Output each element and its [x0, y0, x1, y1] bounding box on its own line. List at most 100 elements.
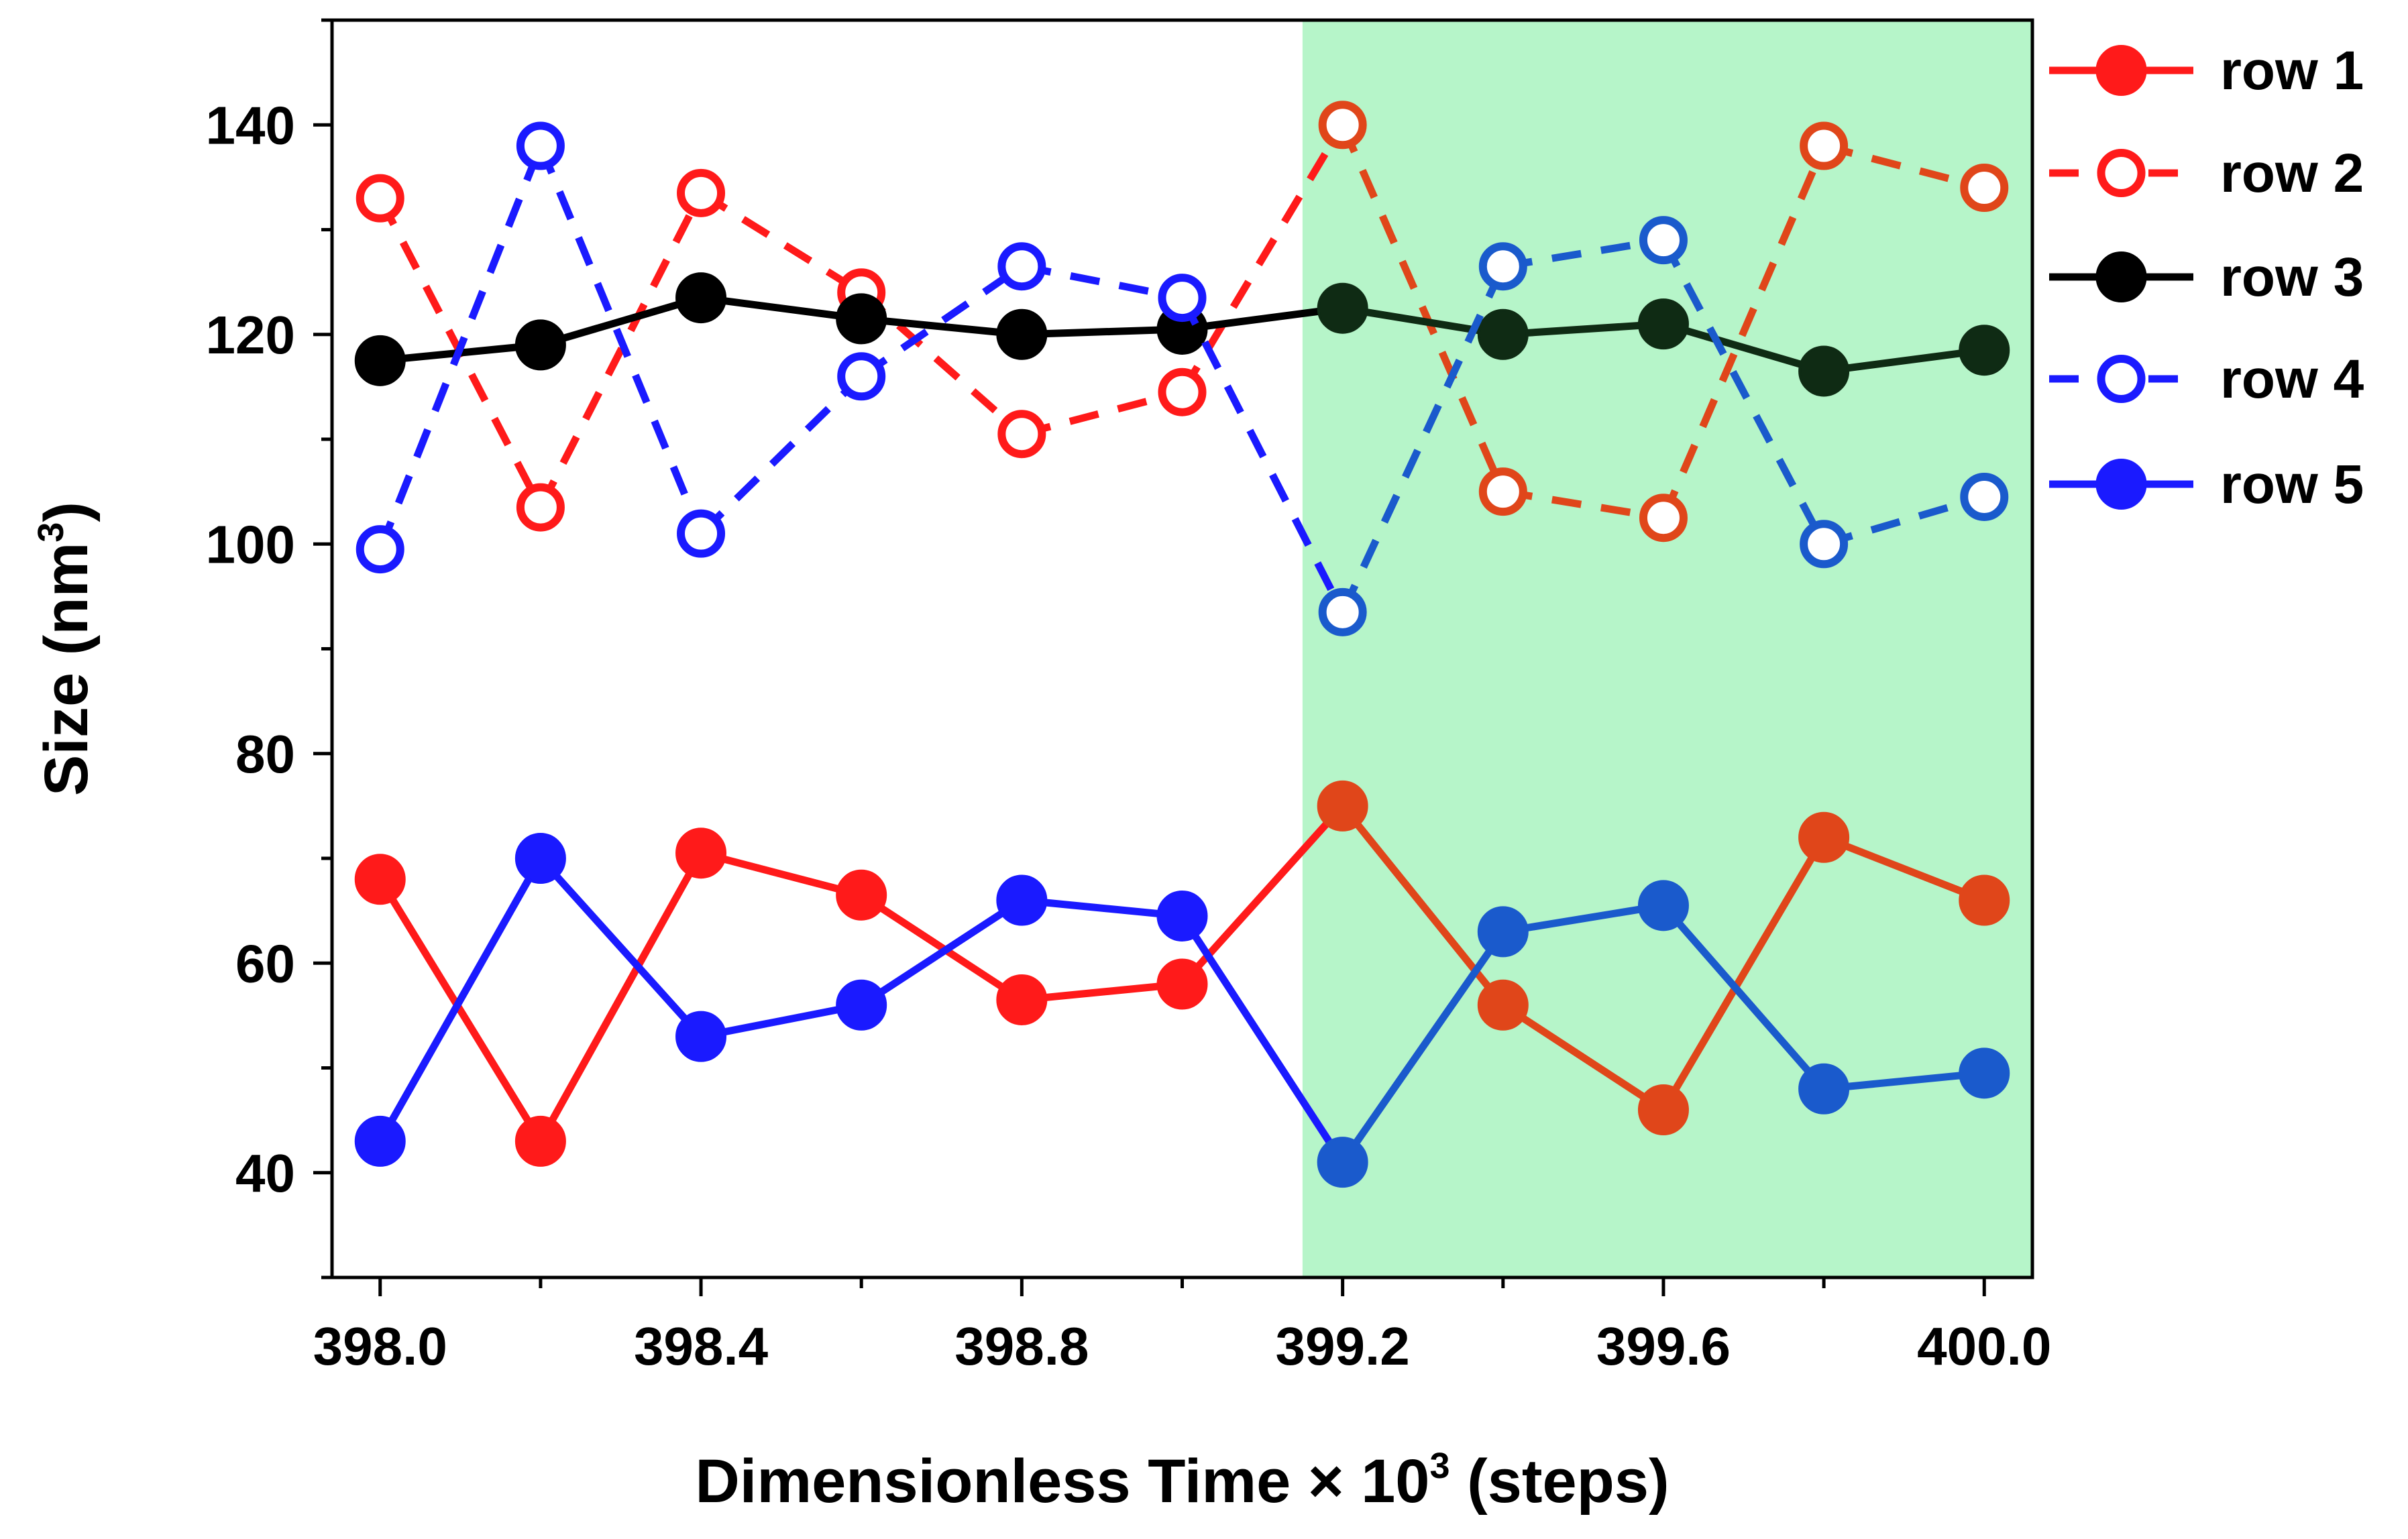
series-segment	[859, 897, 1024, 1009]
series-segment	[1021, 897, 1183, 920]
series-segment	[1659, 144, 1828, 520]
x-axis-title: Dimensionless Time × 103 (steps)	[695, 1446, 1669, 1516]
x-axis-title-main: Dimensionless Time × 10	[695, 1447, 1429, 1516]
series-segment	[1021, 980, 1183, 1004]
legend-label: row 1	[2220, 40, 2364, 101]
legend-label: row 2	[2220, 143, 2364, 204]
x-tick-label: 398.4	[634, 1316, 769, 1376]
series-segment	[1339, 123, 1507, 494]
legend-label: row 4	[2220, 349, 2364, 410]
data-point	[354, 854, 406, 905]
series-segment	[700, 1001, 863, 1041]
data-point	[1637, 298, 1689, 350]
legend-marker	[2095, 459, 2147, 510]
data-point	[1318, 101, 1367, 150]
data-point	[1959, 874, 2010, 926]
series-segment	[1500, 1002, 1665, 1113]
legend-entry: row 1	[2049, 40, 2364, 101]
y-tick-label: 60	[235, 933, 295, 993]
series-segment	[1823, 346, 1985, 375]
data-point	[1960, 164, 2009, 212]
series-segment	[859, 263, 1024, 380]
axis-titles: Dimensionless Time × 103 (steps) Size (n…	[31, 502, 1670, 1516]
data-point	[1959, 1047, 2010, 1099]
data-point	[675, 828, 727, 879]
series-segment	[700, 294, 862, 323]
legend-marker	[2097, 149, 2146, 197]
x-tick-label: 399.6	[1596, 1316, 1731, 1376]
series-segment	[1179, 296, 1346, 614]
data-point	[996, 874, 1048, 926]
data-point	[355, 174, 404, 223]
data-point	[1318, 587, 1367, 636]
data-point	[675, 1011, 727, 1062]
series-segment	[1823, 1069, 1985, 1093]
series-segment	[859, 892, 1024, 1003]
series-segment	[1502, 488, 1664, 522]
series-row-3	[354, 272, 2010, 397]
data-point	[1639, 494, 1688, 543]
series-segment	[1339, 264, 1507, 614]
legend-entry: row 5	[2049, 454, 2364, 515]
data-point	[354, 335, 406, 386]
data-point	[1156, 890, 1208, 942]
series-segment	[1660, 903, 1827, 1092]
series-segment	[537, 851, 704, 1143]
data-point	[677, 168, 726, 217]
data-point	[1798, 811, 1850, 863]
data-point	[1637, 1084, 1689, 1135]
legend: row 1 row 2 row 3 row 4 row 5	[2049, 40, 2364, 515]
legend-label: row 5	[2220, 454, 2364, 515]
series-segment	[1660, 835, 1827, 1112]
legend-entry: row 3	[2049, 247, 2364, 308]
data-point	[837, 352, 886, 401]
legend-entry: row 4	[2049, 349, 2364, 410]
data-point	[996, 974, 1048, 1025]
series-segment	[1822, 834, 1986, 904]
data-point	[1960, 472, 2009, 521]
data-point	[1800, 520, 1849, 569]
data-point	[997, 242, 1046, 291]
data-point	[1317, 282, 1368, 334]
y-tick-label: 120	[206, 305, 295, 365]
series-segment	[1179, 913, 1346, 1165]
legend-label: row 3	[2220, 247, 2364, 308]
x-tick-label: 398.8	[954, 1316, 1089, 1376]
y-axis-title-main: Size (nm	[32, 543, 101, 796]
y-tick-label: 80	[235, 724, 295, 784]
data-point	[514, 319, 566, 371]
series-segment	[698, 374, 865, 536]
data-point	[836, 869, 887, 921]
series-segment	[700, 849, 863, 899]
data-point	[516, 121, 565, 170]
series-segment	[1339, 929, 1507, 1165]
series-segment	[1502, 236, 1664, 270]
data-point	[996, 308, 1048, 360]
data-point	[1639, 216, 1688, 265]
data-point	[514, 833, 566, 884]
series-segment	[537, 856, 704, 1039]
data-point	[1798, 1063, 1850, 1115]
series-segment	[1822, 142, 1985, 192]
data-point	[1477, 308, 1529, 360]
data-point	[1637, 880, 1689, 931]
series-segment	[859, 290, 1024, 437]
series-row-5	[354, 833, 2010, 1188]
x-tick-label: 400.0	[1917, 1316, 2051, 1376]
y-tick-label: 140	[206, 95, 295, 155]
data-point	[836, 293, 887, 345]
data-point	[836, 979, 887, 1031]
data-point	[1959, 325, 2010, 376]
data-point	[1158, 274, 1207, 323]
x-axis-title-sup: 3	[1429, 1446, 1449, 1486]
series-segment	[376, 856, 544, 1143]
data-point	[675, 272, 727, 324]
data-point	[514, 1115, 566, 1167]
y-tick-label: 100	[206, 514, 295, 574]
data-point	[1478, 242, 1527, 291]
x-tick-label: 399.2	[1276, 1316, 1410, 1376]
series-segment	[539, 294, 702, 349]
series-row-1	[354, 780, 2010, 1167]
y-axis-title: Size (nm3)	[31, 502, 101, 796]
